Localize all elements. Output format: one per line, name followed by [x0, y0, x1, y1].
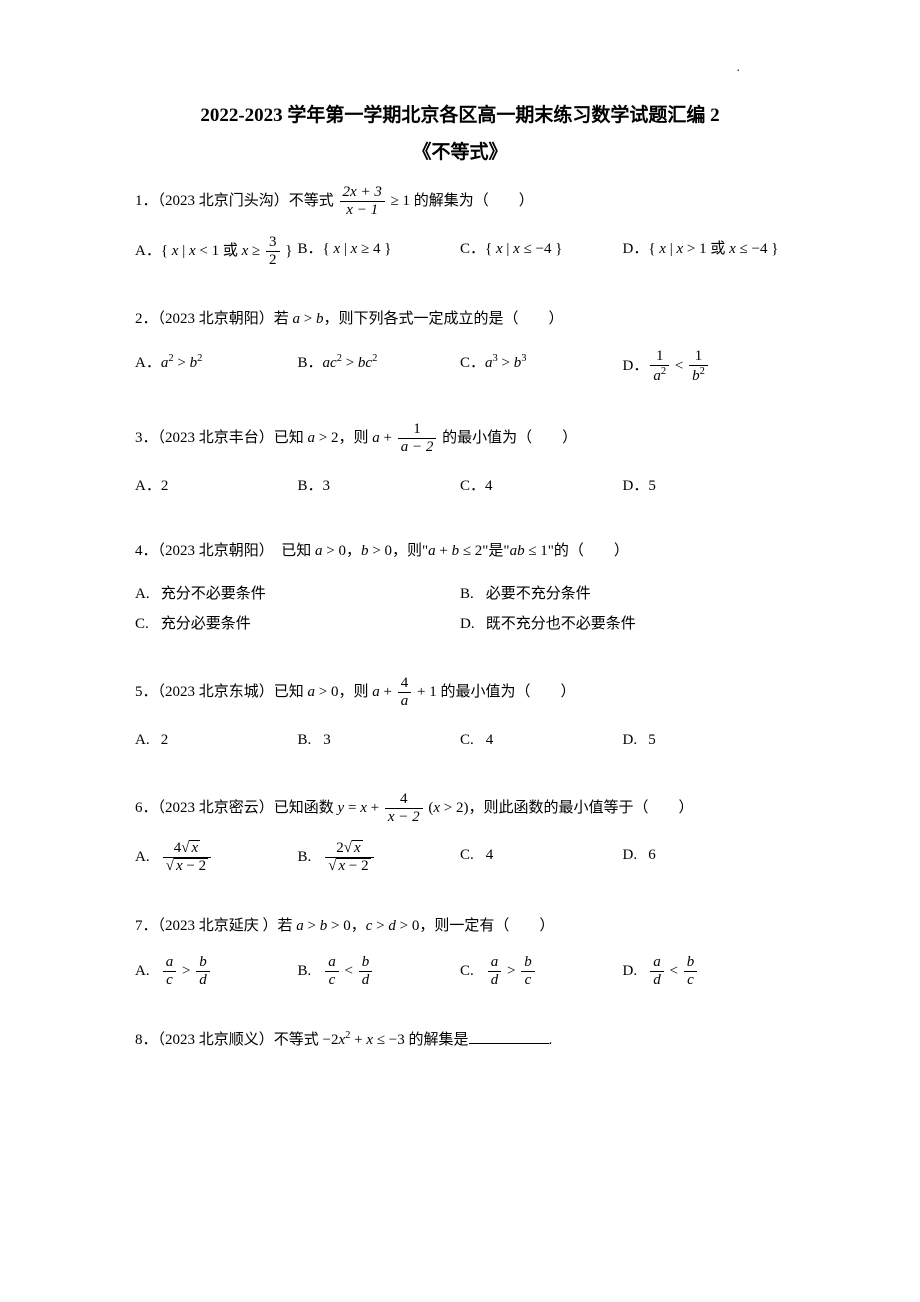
stem-text: 若 a > b，则下列各式一定成立的是（ ） [274, 311, 564, 327]
stem-after: 的最小值为（ ） [438, 430, 577, 446]
problem-stem: 1．（2023 北京门头沟）不等式 2x + 3x − 1 ≥ 1 的解集为（ … [135, 184, 785, 220]
option-c: C. 充分必要条件 [135, 609, 460, 639]
options-row: A. 充分不必要条件 B. 必要不充分条件 C. 充分必要条件 D. 既不充分也… [135, 579, 785, 639]
option-a: A. ac > bd [135, 954, 298, 990]
problem-num: 6． [135, 800, 158, 816]
option-d: D．5 [623, 471, 786, 501]
fraction: 1a − 2 [398, 421, 437, 457]
problem-source: （2023 北京延庆 ） [158, 918, 278, 934]
problem-source: （2023 北京密云） [158, 800, 274, 816]
problem-stem: 4．（2023 北京朝阳） 已知 a > 0，b > 0，则"a + b ≤ 2… [135, 537, 785, 566]
problem-source: （2023 北京朝阳） [158, 311, 274, 327]
problem-num: 8． [135, 1032, 158, 1048]
option-c: C．4 [460, 471, 623, 501]
stem-before: 不等式 [289, 193, 338, 209]
problem-1: 1．（2023 北京门头沟）不等式 2x + 3x − 1 ≥ 1 的解集为（ … [135, 184, 785, 269]
problem-source: （2023 北京东城） [158, 684, 274, 700]
problem-4: 4．（2023 北京朝阳） 已知 a > 0，b > 0，则"a + b ≤ 2… [135, 537, 785, 640]
option-d: D. ad < bc [623, 954, 786, 990]
option-b: B．3 [298, 471, 461, 501]
page-title: 2022-2023 学年第一学期北京各区高一期末练习数学试题汇编 2 [135, 100, 785, 127]
corner-dot: . [737, 60, 741, 76]
option-c: C. 4 [460, 840, 623, 876]
option-c: C. ad > bc [460, 954, 623, 990]
fraction: 4a [398, 675, 412, 711]
problem-num: 1． [135, 193, 158, 209]
option-a: A．{ x | x < 1 或 x ≥ 32 } [135, 234, 298, 270]
option-a: A. 2 [135, 725, 298, 755]
fill-blank [469, 1029, 549, 1044]
options-row: A．2 B．3 C．4 D．5 [135, 471, 785, 501]
stem-text: 不等式 −2x2 + x ≤ −3 的解集是 [274, 1032, 469, 1048]
problem-num: 7． [135, 918, 158, 934]
option-a: A．a2 > b2 [135, 348, 298, 386]
option-d: D. 5 [623, 725, 786, 755]
fraction: 2x + 3x − 1 [340, 184, 385, 220]
problem-source: （2023 北京丰台） [158, 430, 274, 446]
option-c: C．a3 > b3 [460, 348, 623, 386]
option-b: B．ac2 > bc2 [298, 348, 461, 386]
stem-after: + 1 的最小值为（ ） [413, 684, 575, 700]
problem-2: 2．（2023 北京朝阳）若 a > b，则下列各式一定成立的是（ ） A．a2… [135, 305, 785, 385]
problem-3: 3．（2023 北京丰台）已知 a > 2，则 a + 1a − 2 的最小值为… [135, 421, 785, 501]
problem-stem: 3．（2023 北京丰台）已知 a > 2，则 a + 1a − 2 的最小值为… [135, 421, 785, 457]
stem-before: 已知 a > 0，则 a + [274, 684, 396, 700]
option-a: A. 4√x√x − 2 [135, 840, 298, 876]
option-b: B. 必要不充分条件 [460, 579, 785, 609]
option-d: D. 6 [623, 840, 786, 876]
stem-text: 若 a > b > 0，c > d > 0，则一定有（ ） [278, 918, 555, 934]
options-row: A．a2 > b2 B．ac2 > bc2 C．a3 > b3 D．1a2 < … [135, 348, 785, 386]
problem-8: 8．（2023 北京顺义）不等式 −2x2 + x ≤ −3 的解集是. [135, 1026, 785, 1055]
stem-after: (x > 2)，则此函数的最小值等于（ ） [425, 800, 694, 816]
options-row: A. ac > bd B. ac < bd C. ad > bc D. ad <… [135, 954, 785, 990]
page-subtitle: 《不等式》 [135, 137, 785, 164]
option-d: D．{ x | x > 1 或 x ≤ −4 } [623, 234, 786, 270]
problem-stem: 5．（2023 北京东城）已知 a > 0，则 a + 4a + 1 的最小值为… [135, 675, 785, 711]
problem-5: 5．（2023 北京东城）已知 a > 0，则 a + 4a + 1 的最小值为… [135, 675, 785, 755]
option-d: D. 既不充分也不必要条件 [460, 609, 785, 639]
problem-7: 7．（2023 北京延庆 ）若 a > b > 0，c > d > 0，则一定有… [135, 912, 785, 990]
option-c: C．{ x | x ≤ −4 } [460, 234, 623, 270]
option-c: C. 4 [460, 725, 623, 755]
problem-source: （2023 北京朝阳） [158, 543, 267, 559]
option-b: B. 3 [298, 725, 461, 755]
problem-num: 4． [135, 543, 158, 559]
option-b: B. ac < bd [298, 954, 461, 990]
problem-num: 5． [135, 684, 158, 700]
option-d: D．1a2 < 1b2 [623, 348, 786, 386]
options-row: A. 4√x√x − 2 B. 2√x√x − 2 C. 4 D. 6 [135, 840, 785, 876]
fraction: 4x − 2 [385, 791, 423, 827]
document-page: . 2022-2023 学年第一学期北京各区高一期末练习数学试题汇编 2 《不等… [0, 0, 920, 1150]
problem-stem: 7．（2023 北京延庆 ）若 a > b > 0，c > d > 0，则一定有… [135, 912, 785, 941]
problem-source: （2023 北京门头沟） [158, 193, 289, 209]
option-b: B. 2√x√x − 2 [298, 840, 461, 876]
problem-6: 6．（2023 北京密云）已知函数 y = x + 4x − 2 (x > 2)… [135, 791, 785, 876]
stem-before: 已知函数 y = x + [274, 800, 383, 816]
option-b: B．{ x | x ≥ 4 } [298, 234, 461, 270]
problem-stem: 8．（2023 北京顺义）不等式 −2x2 + x ≤ −3 的解集是. [135, 1026, 785, 1055]
problem-source: （2023 北京顺义） [158, 1032, 274, 1048]
options-row: A. 2 B. 3 C. 4 D. 5 [135, 725, 785, 755]
stem-after: ≥ 1 的解集为（ ） [387, 193, 534, 209]
problem-stem: 2．（2023 北京朝阳）若 a > b，则下列各式一定成立的是（ ） [135, 305, 785, 334]
problem-num: 2． [135, 311, 158, 327]
stem-before: 已知 a > 2，则 a + [274, 430, 396, 446]
problem-num: 3． [135, 430, 158, 446]
options-row: A．{ x | x < 1 或 x ≥ 32 } B．{ x | x ≥ 4 }… [135, 234, 785, 270]
option-a: A．2 [135, 471, 298, 501]
problem-stem: 6．（2023 北京密云）已知函数 y = x + 4x − 2 (x > 2)… [135, 791, 785, 827]
option-a: A. 充分不必要条件 [135, 579, 460, 609]
stem-text: 已知 a > 0，b > 0，则"a + b ≤ 2"是"ab ≤ 1"的（ ） [266, 543, 629, 559]
